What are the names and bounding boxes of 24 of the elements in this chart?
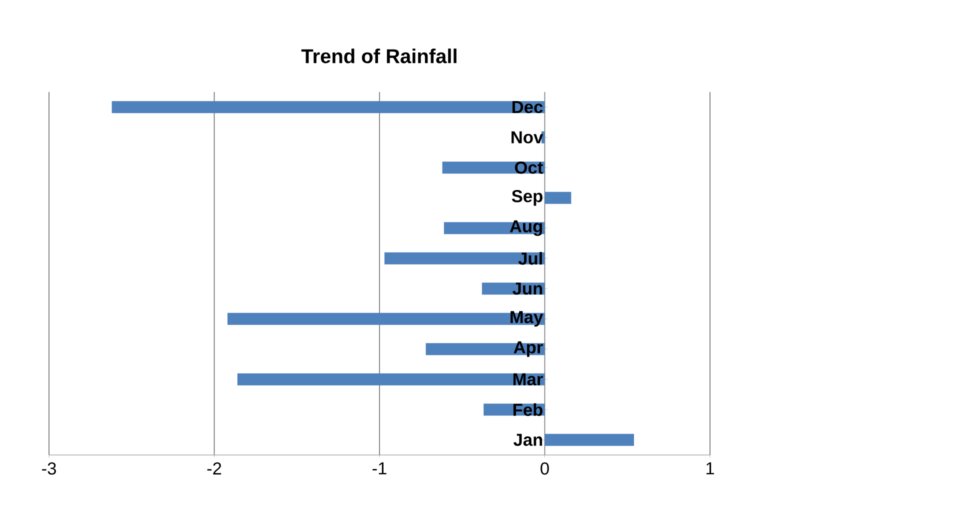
bar: [112, 101, 545, 114]
y-tick-label: May: [510, 311, 544, 327]
bar: [544, 192, 572, 204]
x-tick-label: -2: [207, 462, 222, 474]
y-tick-label: Sep: [512, 190, 542, 206]
y-tick-label: Mar: [513, 373, 543, 386]
y-tick-label: Apr: [514, 341, 543, 357]
y-tick-label: Oct: [514, 161, 543, 174]
bar: [426, 343, 545, 356]
y-tick-label: Aug: [510, 220, 542, 236]
bar: [544, 434, 634, 446]
y-tick-label: Jan: [514, 434, 542, 446]
y-tick-label: Feb: [513, 403, 542, 416]
y-tick-label: Jul: [518, 252, 542, 265]
bar: [384, 252, 545, 264]
bar: [227, 312, 545, 325]
bar: [237, 373, 545, 386]
x-tick-label: 1: [706, 462, 714, 474]
x-tick-label: -1: [372, 462, 386, 474]
x-tick-label: -3: [42, 462, 56, 475]
y-tick-label: Dec: [512, 101, 543, 114]
x-tick-label: 0: [540, 462, 549, 475]
chart-title: Trend of Rainfall: [301, 48, 456, 64]
y-tick-label: Jun: [512, 282, 542, 295]
